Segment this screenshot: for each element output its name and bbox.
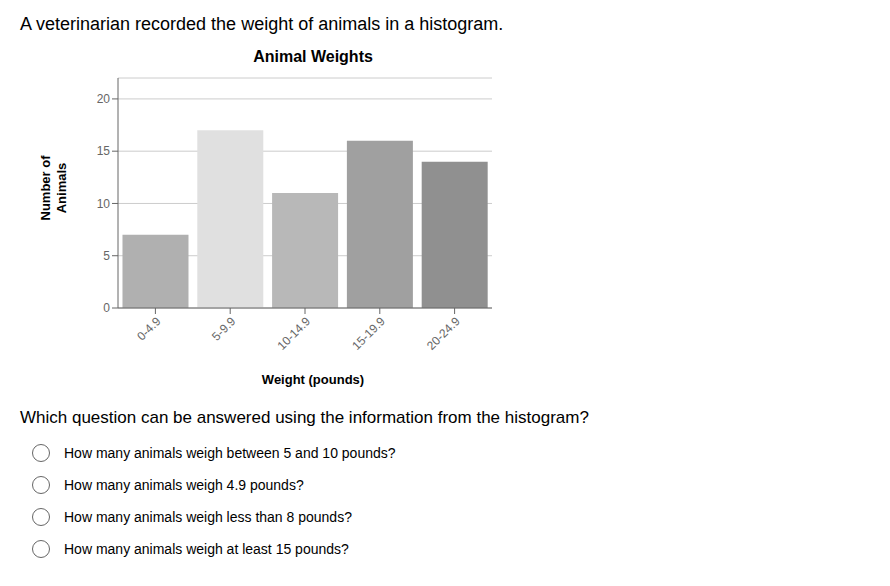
html-text:Number of: Number of	[37, 155, 52, 221]
html-text:Weight (pounds): Weight (pounds)	[261, 372, 365, 387]
svg-text:10-14.9: 10-14.9	[274, 314, 313, 353]
html-text:How many animals weigh 4.9 pou: How many animals weigh 4.9 pounds?	[64, 477, 304, 493]
html-text:Which question can be answered: Which question can be answered using the…	[20, 408, 589, 427]
html-text:How many animals weigh between: How many animals weigh between 5 and 10 …	[64, 445, 396, 461]
svg-text:5: 5	[103, 249, 110, 263]
svg-text:10: 10	[97, 197, 111, 211]
svg-text:20-24.9: 20-24.9	[424, 314, 463, 353]
html-text:A veterinarian recorded the we: A veterinarian recorded the weight of an…	[20, 14, 504, 34]
html-text:Animal Weights: Animal Weights	[253, 48, 373, 65]
svg-text:0: 0	[103, 301, 110, 315]
html-text:Animals: Animals	[53, 162, 68, 214]
html-text:How many animals weigh at leas: How many animals weigh at least 15 pound…	[64, 541, 349, 557]
html-text:How many animals weigh less th: How many animals weigh less than 8 pound…	[64, 509, 352, 525]
svg-text:20: 20	[97, 92, 111, 106]
svg-text:15-19.9: 15-19.9	[349, 314, 388, 353]
svg-text:0-4.9: 0-4.9	[134, 314, 163, 343]
svg-text:5-9.9: 5-9.9	[209, 314, 238, 343]
svg-text:15: 15	[97, 144, 111, 158]
